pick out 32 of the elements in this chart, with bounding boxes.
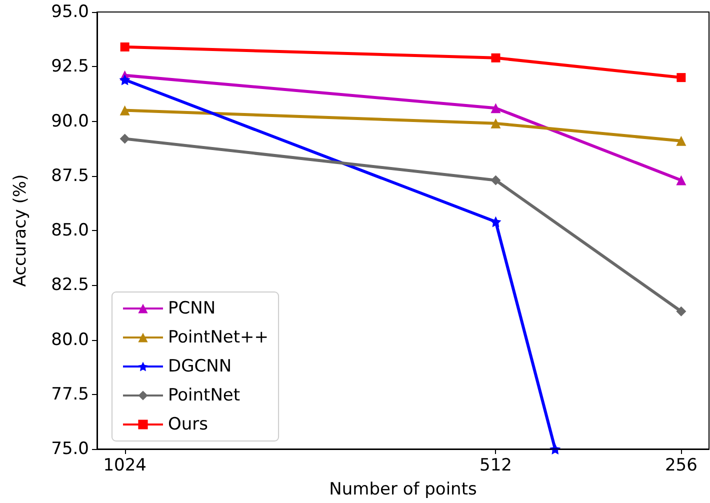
x-axis-title: Number of points [329, 480, 477, 500]
point [490, 216, 502, 228]
point [676, 306, 686, 316]
y-tick-label: 95.0 [51, 2, 89, 22]
point [120, 105, 130, 116]
point [676, 136, 686, 146]
legend-label: DGCNN [168, 356, 232, 376]
legend-label: PCNN [168, 298, 216, 318]
legend-label: Ours [168, 414, 208, 434]
x-tick-label: 512 [480, 456, 512, 476]
x-tick-label: 256 [664, 456, 698, 476]
point [490, 118, 501, 128]
y-tick-label: 75.0 [51, 439, 89, 459]
point [676, 175, 686, 186]
point [491, 53, 500, 62]
y-tick-label: 92.5 [51, 56, 89, 77]
point [490, 103, 501, 114]
point [120, 42, 130, 52]
point [490, 175, 501, 186]
point [119, 74, 130, 86]
y-axis-title: Accuracy (%) [10, 174, 30, 287]
y-tick-label: 82.5 [51, 275, 89, 296]
y-tick-label: 90.0 [51, 111, 89, 132]
y-tick-label: 85.0 [51, 220, 89, 240]
point [676, 73, 686, 82]
point [120, 134, 130, 144]
y-tick-label: 80.0 [51, 330, 89, 350]
x-tick-label: 1024 [103, 456, 146, 476]
y-tick-label: 77.5 [51, 384, 89, 404]
legend-label: PointNet++ [168, 328, 269, 348]
legend-label: PointNet [168, 386, 240, 406]
y-tick-label: 87.5 [51, 166, 89, 186]
